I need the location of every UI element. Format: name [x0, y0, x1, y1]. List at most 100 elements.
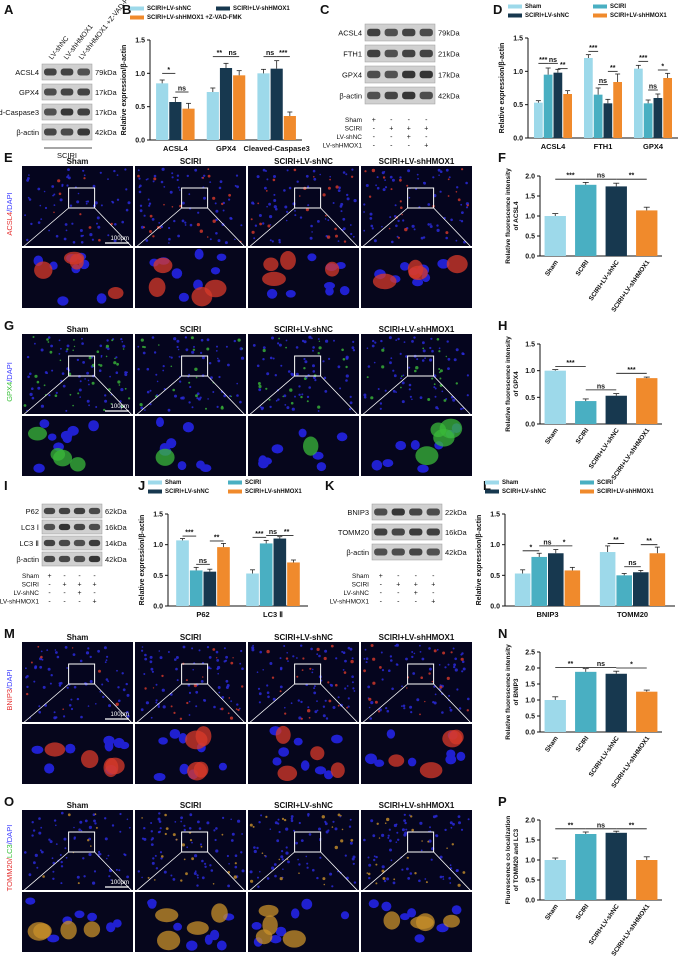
condition-label: Sham	[67, 633, 89, 642]
design-mark: -	[425, 134, 428, 141]
dapi-nucleus-dot	[240, 649, 243, 653]
stain-signal-dot	[164, 832, 167, 836]
dapi-nucleus-dot	[287, 860, 290, 864]
dapi-nucleus-dot	[141, 876, 143, 879]
dapi-nucleus-dot	[67, 174, 70, 177]
zoom-cell-signal	[430, 422, 447, 438]
stain-signal-dot	[58, 192, 62, 196]
dapi-nucleus-dot	[231, 832, 235, 836]
significance-label: **	[214, 534, 220, 541]
dapi-nucleus-dot	[157, 817, 161, 821]
dapi-nucleus-dot	[27, 177, 30, 180]
condition-label: SCIRI	[180, 801, 201, 810]
zoom-nucleus	[96, 293, 107, 304]
dapi-nucleus-dot	[439, 190, 442, 193]
dapi-nucleus-dot	[419, 821, 423, 825]
stain-signal-dot	[83, 177, 86, 180]
dapi-nucleus-dot	[297, 858, 299, 861]
panel-letter-A: A	[4, 2, 14, 17]
stain-signal-dot	[181, 843, 185, 847]
y-tick-label: 1.5	[525, 342, 535, 349]
dapi-nucleus-dot	[380, 339, 383, 343]
stain-signal-dot	[425, 881, 428, 884]
dapi-nucleus-dot	[104, 399, 108, 403]
dapi-nucleus-dot	[381, 865, 385, 869]
blot-protein-label: Cleaved-Caspase3	[0, 108, 39, 117]
dapi-nucleus-dot	[189, 813, 193, 817]
dapi-nucleus-dot	[436, 224, 439, 227]
blot-band	[77, 68, 90, 76]
stain-signal-dot	[207, 174, 211, 178]
panel-letter-I: I	[4, 478, 8, 493]
y-tick-label: 0.5	[490, 573, 500, 580]
significance-label: **	[568, 661, 574, 668]
dapi-nucleus-dot	[214, 202, 217, 205]
dapi-nucleus-dot	[37, 221, 41, 224]
dapi-nucleus-dot	[106, 857, 108, 860]
stain-signal-dot	[281, 817, 285, 821]
bar	[564, 570, 581, 606]
bar	[599, 552, 616, 606]
blot-band	[402, 91, 416, 100]
stain-signal-dot	[386, 817, 390, 822]
dapi-nucleus-dot	[266, 691, 270, 694]
blot-kda-label: 16kDa	[445, 528, 468, 537]
dapi-nucleus-dot	[86, 371, 89, 375]
dapi-nucleus-dot	[345, 356, 349, 360]
bar	[634, 68, 643, 138]
stain-signal-dot	[26, 692, 29, 696]
y-tick-label: 1.5	[525, 838, 535, 845]
dapi-nucleus-dot	[26, 355, 30, 359]
zoom-nucleus	[104, 740, 114, 752]
stain-signal-dot	[72, 349, 74, 352]
zoom-nucleus	[200, 464, 212, 472]
blot-protein-label: β-actin	[16, 555, 39, 564]
dapi-nucleus-dot	[73, 837, 76, 840]
stain-signal-dot	[330, 644, 334, 648]
dapi-nucleus-dot	[39, 204, 42, 207]
stain-signal-dot	[343, 671, 347, 674]
dapi-nucleus-dot	[66, 686, 69, 689]
dapi-nucleus-dot	[115, 371, 119, 375]
dapi-nucleus-dot	[324, 822, 328, 826]
dapi-nucleus-dot	[38, 817, 41, 820]
dapi-nucleus-dot	[105, 678, 109, 681]
dapi-nucleus-dot	[228, 198, 231, 201]
bar	[649, 553, 666, 606]
significance-label: ns	[266, 50, 274, 57]
dapi-nucleus-dot	[388, 828, 391, 831]
dapi-nucleus-dot	[325, 339, 329, 343]
stain-signal-dot	[37, 645, 40, 648]
stain-signal-dot	[366, 872, 369, 874]
x-category-label: TOMM20	[617, 610, 648, 619]
stain-signal-dot	[117, 380, 121, 384]
stain-signal-dot	[72, 404, 74, 407]
dapi-nucleus-dot	[296, 180, 299, 183]
blot-strip	[371, 503, 443, 521]
dapi-nucleus-dot	[292, 655, 295, 658]
dapi-nucleus-dot	[312, 349, 314, 352]
dapi-nucleus-dot	[188, 401, 191, 404]
design-row-label: SCIRI	[345, 126, 363, 133]
dapi-nucleus-dot	[216, 345, 218, 348]
stain-signal-dot	[250, 218, 253, 221]
zoom-nucleus	[158, 737, 168, 745]
dapi-nucleus-dot	[285, 219, 288, 222]
zoom-nucleus	[173, 922, 183, 931]
dapi-nucleus-dot	[162, 369, 165, 372]
dapi-nucleus-dot	[196, 392, 200, 396]
dapi-nucleus-dot	[50, 674, 53, 677]
y-tick-label: 0.5	[525, 714, 535, 721]
dapi-nucleus-dot	[304, 360, 308, 364]
dapi-nucleus-dot	[26, 685, 29, 689]
dapi-nucleus-dot	[210, 376, 213, 379]
blot-band	[44, 128, 57, 136]
dapi-nucleus-dot	[122, 688, 126, 692]
dapi-nucleus-dot	[432, 815, 436, 819]
dapi-nucleus-dot	[291, 407, 295, 411]
scale-bar-label: 100μm	[111, 712, 129, 718]
y-axis-label: Relative fluorescence intensity	[505, 168, 512, 264]
dapi-nucleus-dot	[311, 671, 314, 674]
stain-signal-dot	[237, 338, 241, 342]
